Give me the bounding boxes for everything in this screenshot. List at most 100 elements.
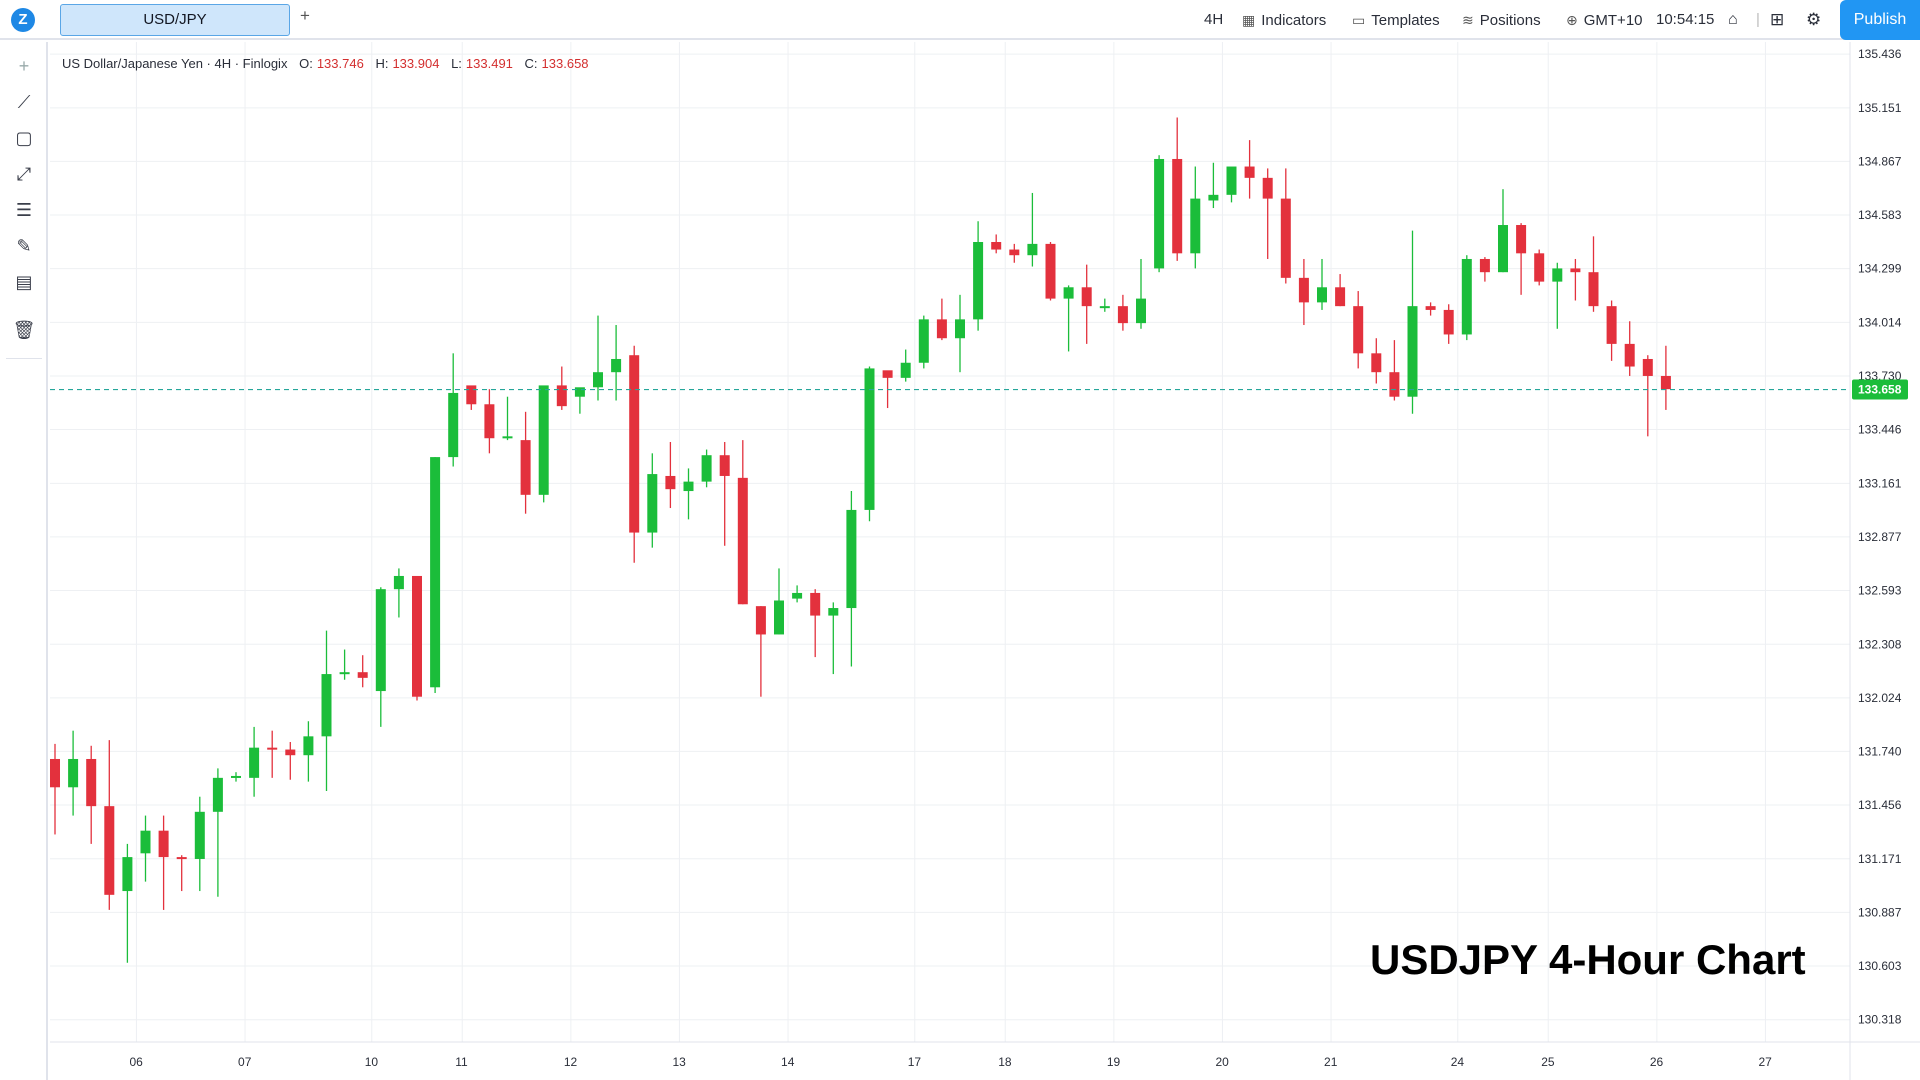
candle-body-down [285, 749, 296, 756]
candle-body-down [737, 477, 748, 605]
text-note-icon[interactable]: ▤ [15, 272, 33, 292]
candle-body-down [755, 606, 766, 635]
candle-body-up [194, 811, 205, 859]
candle-body-down [484, 404, 495, 439]
candle-body-down [882, 370, 893, 378]
positions-label: Positions [1479, 12, 1541, 29]
candle-body-up [393, 575, 404, 590]
candle-body-up [1407, 306, 1418, 397]
legend-high-label: H: [375, 56, 389, 71]
fib-icon[interactable]: ☰ [15, 200, 33, 220]
y-tick-label: 133.161 [1858, 476, 1902, 490]
candle-body-up [846, 509, 857, 609]
positions-button[interactable]: ≋ Positions [1462, 0, 1541, 40]
indicators-button[interactable]: ▦ Indicators [1242, 0, 1326, 40]
candle-body-up [68, 758, 79, 788]
templates-button[interactable]: ▭ Templates [1352, 0, 1440, 40]
candle-body-down [665, 475, 676, 490]
candle-body-down [86, 758, 97, 807]
y-tick-label: 132.024 [1858, 691, 1902, 705]
layout-icon[interactable]: ⊞ [1770, 10, 1785, 29]
candle-body-down [412, 575, 422, 697]
candle-body-up [1317, 287, 1327, 303]
candle-body-up [593, 372, 603, 388]
candle-body-up [140, 830, 151, 854]
candle-body-up [502, 436, 513, 439]
candle-body-up [1226, 166, 1237, 195]
y-tick-label: 135.151 [1858, 101, 1902, 115]
rectangle-icon[interactable]: ▢ [15, 128, 33, 148]
candle-body-up [864, 368, 875, 510]
add-tab-button[interactable]: + [300, 6, 310, 25]
candle-body-up [430, 457, 441, 688]
x-tick-label: 11 [455, 1055, 468, 1069]
candle-body-down [629, 355, 640, 533]
clock-label: 10:54:15 [1656, 11, 1715, 28]
legend-close-value: 133.658 [541, 56, 589, 71]
candle-body-up [303, 736, 314, 756]
candle-body-up [538, 385, 549, 495]
candle-body-down [1606, 306, 1617, 344]
candle-body-down [158, 830, 169, 858]
app-logo-icon[interactable]: Z [11, 8, 35, 32]
clock: 10:54:15 [1656, 0, 1714, 40]
candlestick-chart[interactable]: 135.436 135.151 134.867 134.583 134.299 134.0… [50, 42, 1920, 1080]
x-tick-label: 06 [129, 1055, 143, 1069]
brush-icon[interactable]: ✎ [16, 236, 32, 256]
candle-body-up [828, 608, 839, 616]
x-tick-label: 18 [998, 1055, 1012, 1069]
crosshair-icon[interactable]: + [18, 56, 30, 76]
x-tick-label: 24 [1451, 1055, 1465, 1069]
candle-body-down [1570, 268, 1581, 273]
candle-body-down [556, 385, 567, 407]
interval-label: 4H [1204, 11, 1224, 28]
legend-title: US Dollar/Japanese Yen · 4H · Finlogix [62, 56, 288, 71]
symbol-tab[interactable]: USD/JPY [60, 4, 290, 36]
settings-icon[interactable]: ⚙ [1806, 10, 1822, 29]
candle-body-down [1298, 277, 1309, 303]
candle-body-up [611, 358, 622, 373]
candle-body-down [1443, 309, 1454, 335]
y-tick-label: 131.171 [1858, 852, 1902, 866]
x-tick-label: 25 [1541, 1055, 1555, 1069]
globe-icon: ⊕ [1566, 12, 1578, 28]
legend-open-value: 133.746 [316, 56, 364, 71]
candle-body-up [231, 775, 241, 778]
x-tick-label: 12 [564, 1055, 578, 1069]
candle-body-up [683, 481, 694, 492]
candle-body-down [357, 672, 368, 678]
timezone-button[interactable]: ⊕ GMT+10 [1566, 0, 1643, 40]
publish-button[interactable]: Publish [1840, 0, 1920, 40]
chart-area[interactable]: 135.436 135.151 134.867 134.583 134.299 134.0… [50, 42, 1920, 1080]
candle-body-up [973, 242, 984, 320]
candle-body-up [1154, 158, 1165, 269]
legend-open-label: O: [299, 56, 313, 71]
x-tick-label: 07 [238, 1055, 252, 1069]
candle-body-down [1335, 287, 1346, 307]
x-tick-label: 27 [1758, 1055, 1772, 1069]
y-tick-label: 134.014 [1858, 315, 1902, 329]
path-icon[interactable]: ⤢ [16, 164, 32, 184]
candle-body-down [176, 857, 187, 860]
indicators-label: Indicators [1261, 12, 1327, 29]
candle-body-up [900, 362, 911, 378]
candle-body-down [1624, 343, 1635, 367]
y-tick-label: 130.603 [1858, 959, 1902, 973]
snapshot-icon[interactable]: ⌂ [1728, 11, 1738, 28]
candle-body-down [1353, 306, 1364, 354]
y-tick-label: 134.583 [1858, 208, 1902, 222]
candle-body-up [955, 319, 965, 339]
candle-body-down [1081, 287, 1092, 307]
x-tick-label: 14 [781, 1055, 795, 1069]
candle-body-down [1117, 306, 1128, 324]
interval-button[interactable]: 4H [1204, 0, 1223, 40]
positions-icon: ≋ [1462, 12, 1474, 28]
last-price-label: 133.658 [1858, 383, 1902, 397]
templates-label: Templates [1371, 12, 1440, 29]
trend-line-icon[interactable]: ⟋ [17, 92, 31, 112]
candle-body-up [574, 387, 585, 397]
x-tick-label: 26 [1650, 1055, 1664, 1069]
candle-body-down [1516, 225, 1527, 254]
candle-body-up [249, 747, 260, 778]
trash-icon[interactable]: 🗑 [12, 320, 36, 340]
